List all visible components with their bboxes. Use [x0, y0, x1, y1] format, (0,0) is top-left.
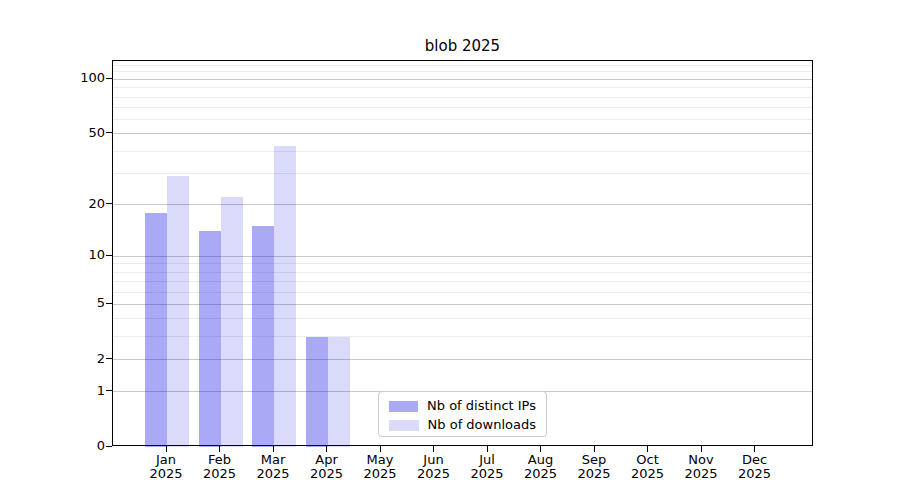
- minor-gridline: [113, 87, 812, 88]
- minor-gridline: [113, 107, 812, 108]
- x-tick-label: Jul 2025: [457, 453, 517, 481]
- minor-gridline: [113, 71, 812, 72]
- bar-downloads-mar: [274, 146, 296, 447]
- legend-swatch-downloads: [389, 420, 419, 431]
- legend-item-distinct-ips: Nb of distinct IPs: [389, 398, 536, 414]
- x-tick-label: Mar 2025: [243, 453, 303, 481]
- bar-downloads-feb: [221, 197, 243, 447]
- bar-downloads-jan: [167, 176, 189, 447]
- plot-area: [112, 60, 813, 446]
- legend-item-downloads: Nb of downloads: [389, 417, 536, 433]
- y-tick-mark: [106, 203, 112, 204]
- x-tick-label: Sep 2025: [564, 453, 624, 481]
- major-gridline: [113, 204, 812, 205]
- x-tick-label: Apr 2025: [297, 453, 357, 481]
- x-tick-label: Feb 2025: [190, 453, 250, 481]
- y-tick-mark: [106, 446, 112, 447]
- y-tick-label: 50: [45, 125, 105, 141]
- chart-title: blob 2025: [112, 37, 813, 55]
- x-tick-label: Aug 2025: [511, 453, 571, 481]
- major-gridline: [113, 133, 812, 134]
- y-tick-mark: [106, 78, 112, 79]
- y-tick-mark: [106, 390, 112, 391]
- legend-swatch-distinct-ips: [389, 401, 418, 412]
- legend-label-downloads: Nb of downloads: [428, 417, 536, 433]
- minor-gridline: [113, 173, 812, 174]
- minor-gridline: [113, 65, 812, 66]
- y-tick-mark: [106, 132, 112, 133]
- x-tick-label: Jun 2025: [404, 453, 464, 481]
- y-tick-label: 100: [45, 70, 105, 86]
- y-tick-mark: [106, 358, 112, 359]
- y-tick-mark: [106, 303, 112, 304]
- x-tick-label: Jan 2025: [136, 453, 196, 481]
- y-tick-label: 1: [45, 383, 105, 399]
- bar-distinct-ips-apr: [306, 337, 328, 447]
- y-tick-label: 5: [45, 295, 105, 311]
- bar-distinct-ips-mar: [252, 226, 274, 447]
- minor-gridline: [113, 97, 812, 98]
- minor-gridline: [113, 119, 812, 120]
- bar-downloads-apr: [328, 337, 350, 447]
- chart-figure: blob 2025 1005020105210Jan 2025Feb 2025M…: [0, 0, 900, 500]
- x-tick-label: May 2025: [350, 453, 410, 481]
- y-tick-mark: [106, 255, 112, 256]
- x-tick-label: Oct 2025: [618, 453, 678, 481]
- x-tick-label: Dec 2025: [725, 453, 785, 481]
- legend-label-distinct-ips: Nb of distinct IPs: [427, 398, 536, 414]
- y-tick-label: 10: [45, 247, 105, 263]
- y-tick-label: 0: [45, 438, 105, 454]
- y-tick-label: 20: [45, 196, 105, 212]
- minor-gridline: [113, 151, 812, 152]
- major-gridline: [113, 79, 812, 80]
- y-tick-label: 2: [45, 351, 105, 367]
- legend: Nb of distinct IPs Nb of downloads: [378, 391, 547, 437]
- bar-distinct-ips-jan: [145, 213, 167, 447]
- x-tick-label: Nov 2025: [671, 453, 731, 481]
- bar-distinct-ips-feb: [199, 231, 221, 447]
